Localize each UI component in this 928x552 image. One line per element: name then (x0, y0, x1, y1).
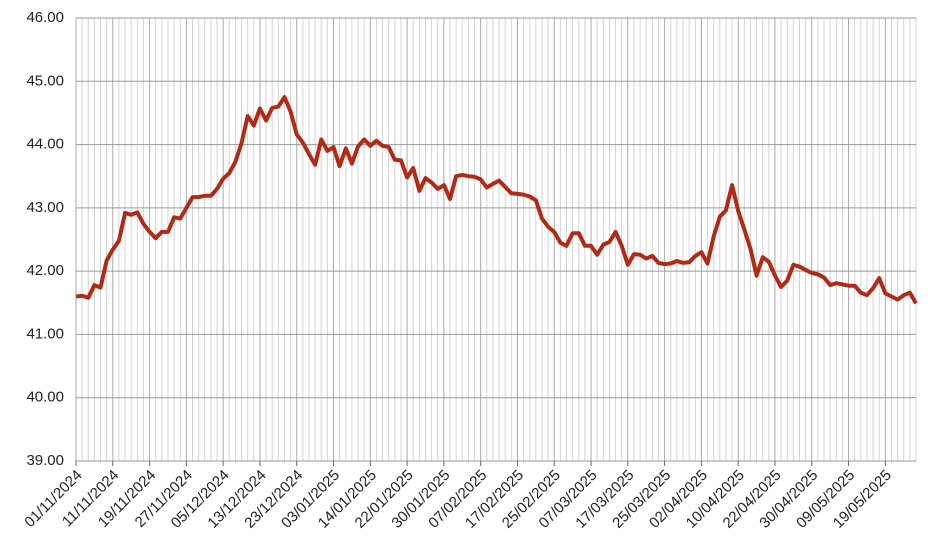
y-tick-label: 43.00 (26, 199, 64, 216)
y-tick-label: 39.00 (26, 452, 64, 469)
y-tick-label: 41.00 (26, 325, 64, 342)
data-line (75, 95, 918, 305)
y-tick-label: 46.00 (26, 9, 64, 26)
y-tick-label: 45.00 (26, 72, 64, 89)
y-tick-label: 44.00 (26, 136, 64, 153)
y-tick-label: 42.00 (26, 262, 64, 279)
plot-area (75, 17, 917, 462)
y-tick-label: 40.00 (26, 389, 64, 406)
